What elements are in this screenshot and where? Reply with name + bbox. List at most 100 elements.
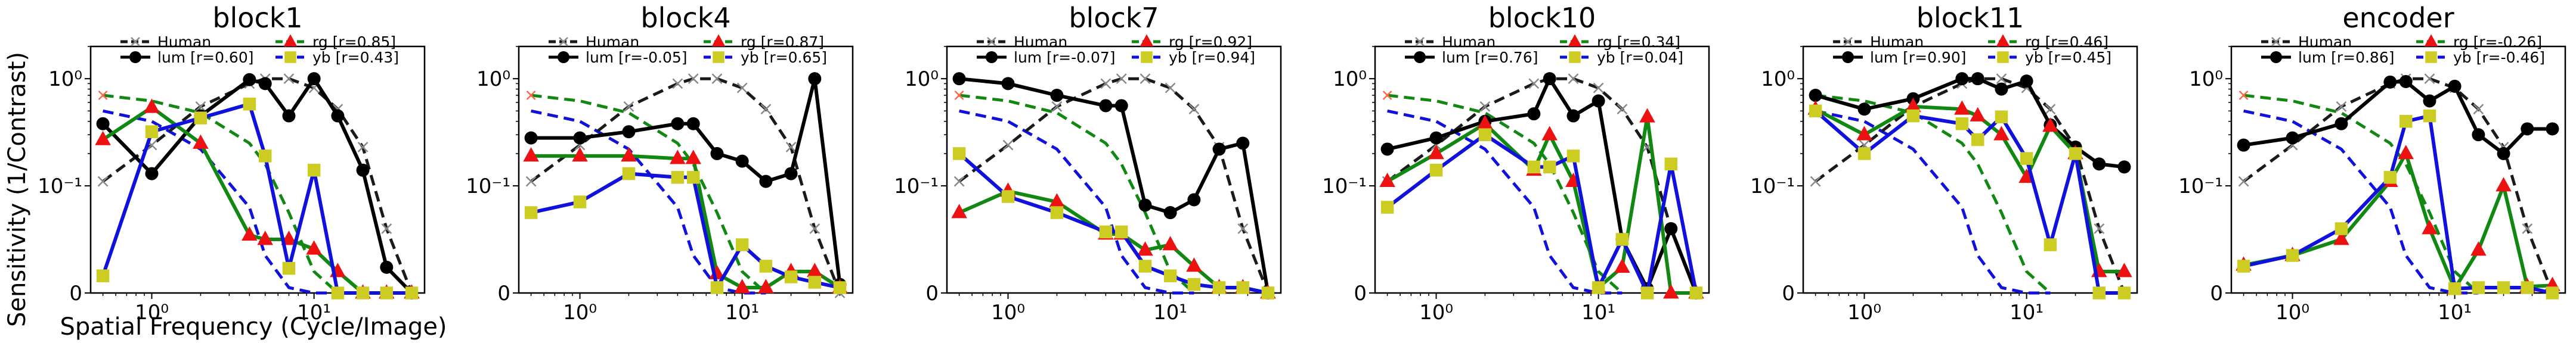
legend-marker xyxy=(1415,37,1425,46)
lum-point xyxy=(282,109,296,123)
yb-point xyxy=(1429,164,1443,177)
yb-point xyxy=(243,97,256,111)
yb-point xyxy=(735,238,749,251)
lum-point xyxy=(1050,89,1064,102)
yb-point xyxy=(1138,260,1152,273)
rg-point xyxy=(1856,126,1872,141)
lum-point xyxy=(1138,198,1152,212)
human-point xyxy=(736,82,748,93)
yb-point xyxy=(356,286,370,300)
lum-point xyxy=(1857,102,1871,116)
human-point xyxy=(623,101,634,112)
panel-title: block7 xyxy=(1069,2,1159,34)
yb-point xyxy=(1527,160,1541,174)
rg-point xyxy=(1614,258,1630,273)
yb-point xyxy=(282,261,296,275)
y-tick-label: 0 xyxy=(497,282,510,305)
lum-point xyxy=(2383,75,2397,89)
human-point xyxy=(672,78,683,89)
lum-point xyxy=(356,163,370,177)
x-tick-label: 10¹ xyxy=(2438,301,2472,325)
yb-point xyxy=(1001,190,1015,203)
legend-label: rg [r=0.87] xyxy=(741,33,824,51)
lum-point xyxy=(1212,142,1226,156)
x-tick-label: 10¹ xyxy=(1581,301,1615,325)
human-point xyxy=(195,101,206,112)
human-point xyxy=(953,176,965,187)
panel-title: block1 xyxy=(212,2,302,34)
human-point xyxy=(1617,104,1628,115)
yb-reference-curve xyxy=(959,109,1194,295)
panel-title: block4 xyxy=(640,2,730,34)
lum-point xyxy=(1566,109,1580,123)
legend-item-yb: yb [r=0.43] xyxy=(275,49,399,66)
yb-point xyxy=(1592,281,1605,294)
yb-point xyxy=(2497,281,2510,294)
lum-point xyxy=(524,131,538,145)
lum-point xyxy=(671,117,685,130)
human-point xyxy=(1100,78,1111,89)
human-point xyxy=(2336,101,2347,112)
human-point xyxy=(2094,223,2105,234)
yb-point xyxy=(2521,281,2534,294)
yb-point xyxy=(2546,286,2559,300)
y-tick-label: 10⁻¹ xyxy=(466,174,510,198)
x-tick-label: 10⁰ xyxy=(991,301,1025,325)
yb-point xyxy=(2286,249,2299,262)
legend-item-yb: yb [r=0.45] xyxy=(1988,49,2111,66)
rg-point xyxy=(2042,117,2058,132)
legend-label: Human xyxy=(2298,33,2352,51)
yb-point xyxy=(1857,147,1871,160)
reference-start-marker xyxy=(526,91,536,100)
legend-label: lum [r=0.76] xyxy=(1442,49,1538,66)
lum-point xyxy=(2020,74,2033,88)
yb-point xyxy=(1543,160,1556,174)
legend-item-lum: lum [r=-0.05] xyxy=(549,49,688,66)
reference-start-marker xyxy=(98,91,108,100)
y-tick-label: 0 xyxy=(925,282,939,305)
yb-point xyxy=(1187,277,1201,291)
yb-point xyxy=(1212,281,1226,294)
lum-point xyxy=(622,125,636,139)
legend-marker xyxy=(1414,51,1426,63)
yb-point xyxy=(1664,157,1678,171)
lum-point xyxy=(1527,107,1541,121)
legend-marker xyxy=(558,51,569,63)
human-point xyxy=(711,73,723,85)
y-axis-label: Sensitivity (1/Contrast) xyxy=(4,52,31,327)
yb-point xyxy=(2237,260,2250,273)
rg-point xyxy=(2398,145,2414,160)
yb-point xyxy=(380,286,394,300)
x-tick-label: 10¹ xyxy=(1153,301,1187,325)
legend-label: yb [r=0.43] xyxy=(312,49,399,66)
lum-point xyxy=(2521,122,2534,136)
yb-reference-curve xyxy=(103,109,338,295)
yb-point xyxy=(2069,147,2082,160)
yb-point xyxy=(759,260,773,273)
y-tick-label: 10⁻¹ xyxy=(38,174,82,198)
lum-point xyxy=(2334,117,2348,130)
x-tick-label: 10⁰ xyxy=(563,301,597,325)
human-point xyxy=(2238,176,2249,187)
y-tick-label: 0 xyxy=(2210,282,2223,305)
lum-point xyxy=(1955,72,1969,86)
y-tick-label: 10⁰ xyxy=(1333,67,1367,91)
yb-point xyxy=(1640,286,1654,300)
yb-point xyxy=(710,281,724,294)
yb-point xyxy=(524,206,538,219)
legend-label: lum [r=0.86] xyxy=(2298,49,2395,66)
legend-item-rg: rg [r=0.85] xyxy=(275,33,396,51)
rg-reference-curve xyxy=(103,93,339,294)
legend-item-human: Human xyxy=(977,33,1067,51)
reference-start-marker xyxy=(2238,91,2249,100)
lum-point xyxy=(952,72,966,86)
lum-point xyxy=(2092,157,2106,171)
human-point xyxy=(809,223,821,234)
lum-point xyxy=(258,77,272,91)
legend-marker xyxy=(1569,51,1581,63)
